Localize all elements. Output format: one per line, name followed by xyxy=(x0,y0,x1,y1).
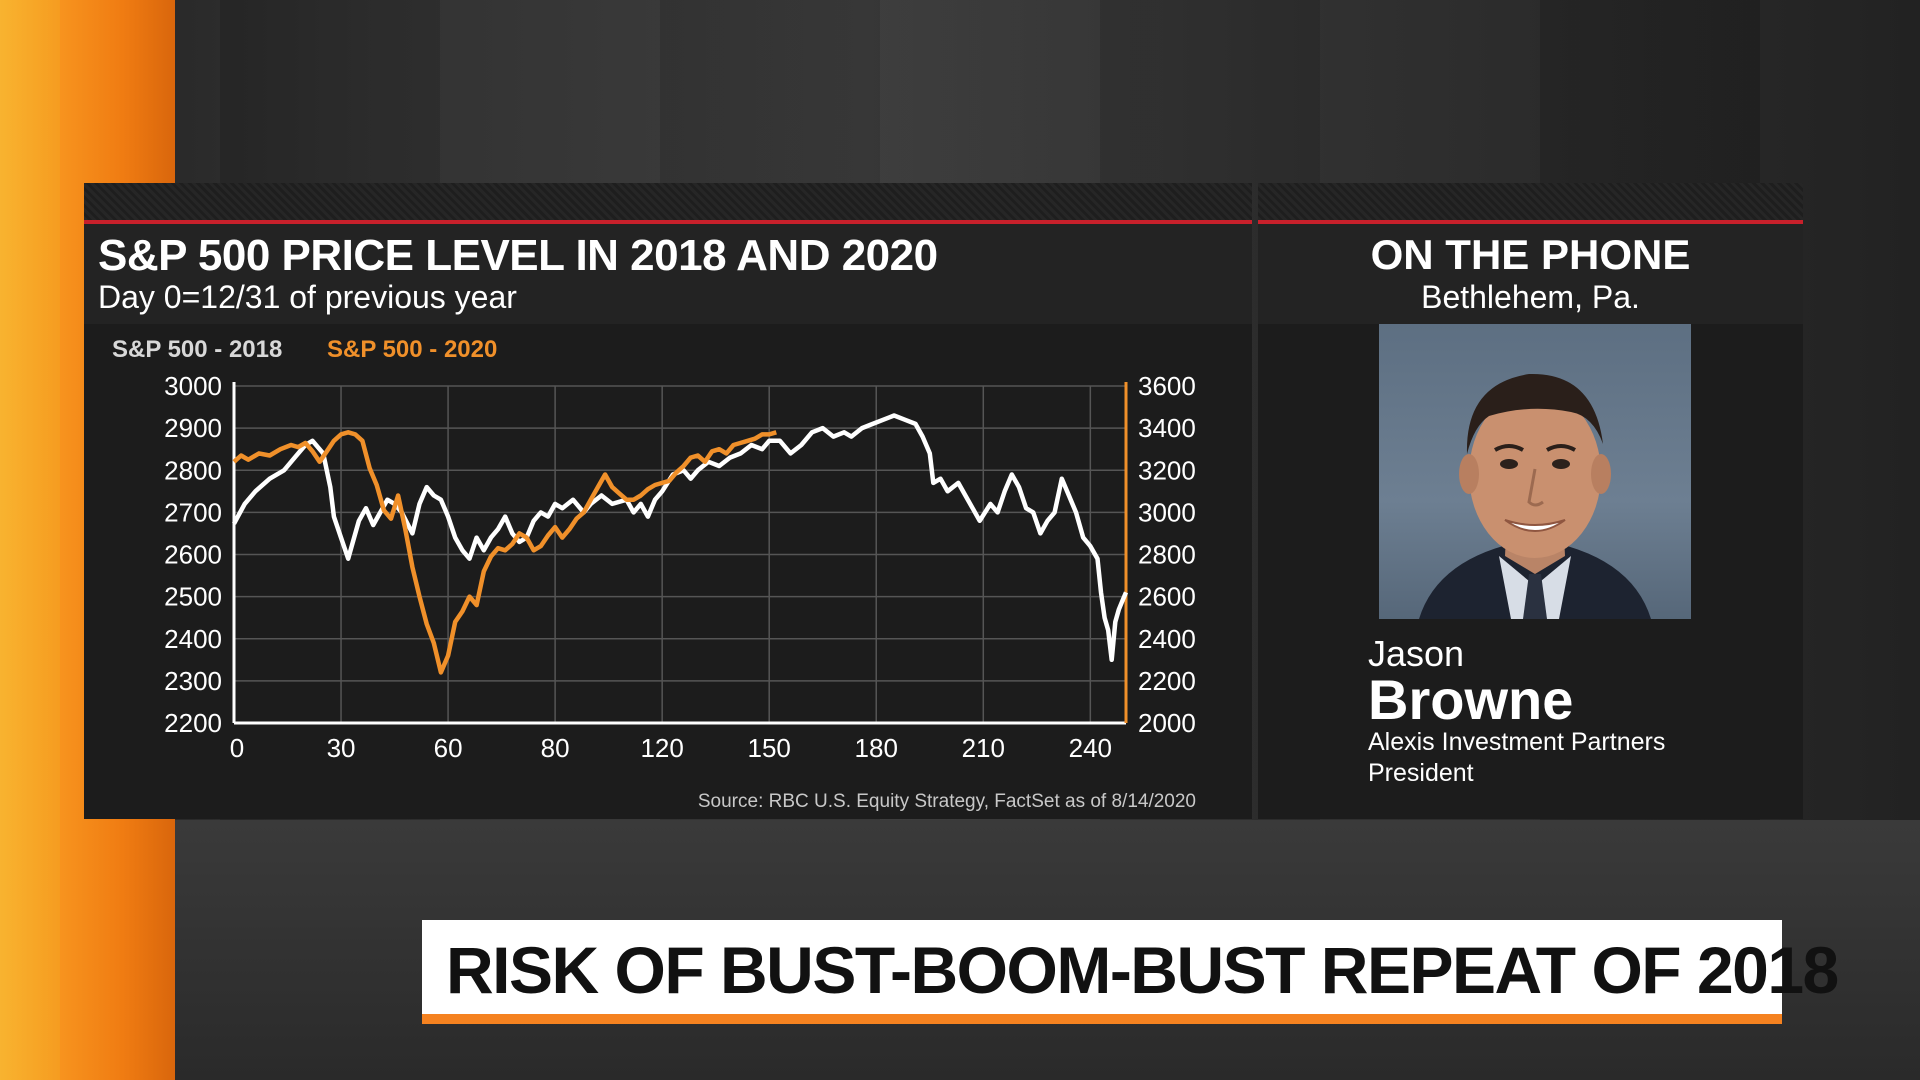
y-right-tick-label: 3200 xyxy=(1138,455,1196,485)
y-left-tick-label: 3000 xyxy=(164,371,222,401)
y-right-tick-label: 3000 xyxy=(1138,497,1196,527)
y-left-tick-label: 2700 xyxy=(164,497,222,527)
chart-red-rule xyxy=(84,220,1252,224)
chart-grid xyxy=(234,385,1126,724)
x-tick-label: 150 xyxy=(748,733,791,763)
guest-red-rule xyxy=(1258,220,1803,224)
y-left-tick-label: 2200 xyxy=(164,708,222,738)
x-tick-label: 180 xyxy=(855,733,898,763)
guest-first-name: Jason xyxy=(1368,633,1465,674)
legend-2020: S&P 500 - 2020 xyxy=(327,336,498,363)
guest-location: Bethlehem, Pa. xyxy=(1421,279,1640,315)
y-right-tick-label: 3400 xyxy=(1138,413,1196,443)
chart-axes xyxy=(232,382,1128,725)
headline-banner: RISK OF BUST-BOOM-BUST REPEAT OF 2018 xyxy=(422,920,1839,1024)
chart-subtitle: Day 0=12/31 of previous year xyxy=(98,279,517,315)
x-tick-label: 120 xyxy=(640,733,683,763)
chart-header-band xyxy=(84,224,1252,324)
line-chart: 3000290028002700260025002400230022003600… xyxy=(164,371,1196,763)
y-left-tick-label: 2300 xyxy=(164,666,222,696)
y-right-tick-label: 2600 xyxy=(1138,582,1196,612)
guest-panel: ON THE PHONE Bethlehem, Pa. xyxy=(1258,183,1803,819)
x-tick-label: 0 xyxy=(230,733,244,763)
x-tick-label: 80 xyxy=(541,733,570,763)
y-left-tick-label: 2500 xyxy=(164,582,222,612)
headline-text: RISK OF BUST-BOOM-BUST REPEAT OF 2018 xyxy=(446,933,1839,1007)
y-left-tick-label: 2400 xyxy=(164,624,222,654)
orange-side-highlight xyxy=(0,0,60,1080)
chart-ticks: 3000290028002700260025002400230022003600… xyxy=(164,371,1196,763)
chart-source: Source: RBC U.S. Equity Strategy, FactSe… xyxy=(697,791,1196,812)
y-left-tick-label: 2800 xyxy=(164,455,222,485)
x-tick-label: 240 xyxy=(1069,733,1112,763)
guest-panel-top-strip xyxy=(1258,183,1803,220)
on-the-phone-title: ON THE PHONE xyxy=(1370,231,1691,278)
y-left-tick-label: 2600 xyxy=(164,540,222,570)
guest-portrait-icon xyxy=(1419,373,1651,619)
legend-2018: S&P 500 - 2018 xyxy=(112,336,283,363)
guest-company: Alexis Investment Partners xyxy=(1368,728,1666,756)
y-right-tick-label: 2800 xyxy=(1138,540,1196,570)
chart-lines xyxy=(232,413,1129,675)
chart-title: S&P 500 PRICE LEVEL IN 2018 AND 2020 xyxy=(98,231,938,280)
y-left-tick-label: 2900 xyxy=(164,413,222,443)
series-line-2020 xyxy=(232,430,777,675)
y-right-tick-label: 2200 xyxy=(1138,666,1196,696)
x-tick-label: 210 xyxy=(962,733,1005,763)
guest-photo xyxy=(1379,324,1691,619)
x-tick-label: 30 xyxy=(327,733,356,763)
guest-header-band xyxy=(1258,224,1803,324)
chart-panel: S&P 500 PRICE LEVEL IN 2018 AND 2020 Day… xyxy=(84,183,1252,819)
y-right-tick-label: 2400 xyxy=(1138,624,1196,654)
y-right-tick-label: 2000 xyxy=(1138,708,1196,738)
guest-role: President xyxy=(1368,759,1474,787)
y-right-tick-label: 3600 xyxy=(1138,371,1196,401)
guest-last-name: Browne xyxy=(1368,668,1574,731)
chart-panel-top-strip xyxy=(84,183,1252,220)
series-line-2018 xyxy=(232,413,1129,663)
x-tick-label: 60 xyxy=(434,733,463,763)
